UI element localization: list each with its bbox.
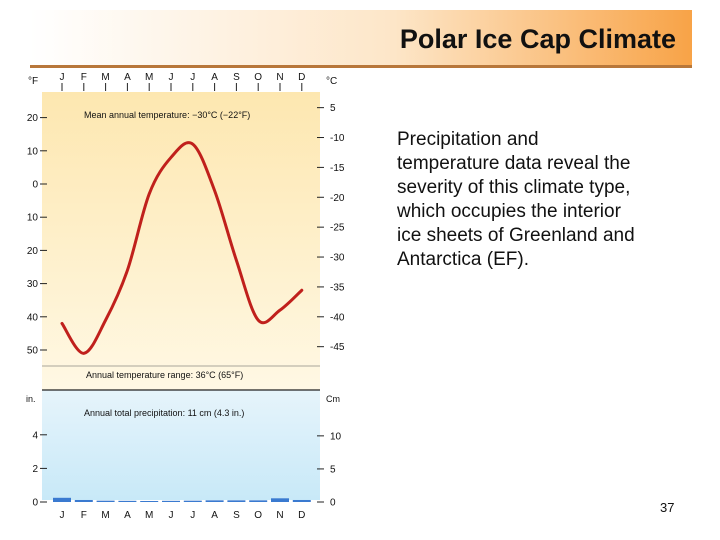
- month-label-bottom: A: [211, 510, 218, 521]
- precipitation-bar: [118, 500, 137, 502]
- month-label-bottom: S: [233, 510, 240, 521]
- precipitation-right-tick-label: 5: [330, 464, 336, 475]
- temperature-left-tick-label: 10: [27, 146, 39, 157]
- temperature-right-tick-label: -35: [330, 282, 345, 293]
- temperature-right-tick-label: -40: [330, 312, 345, 323]
- month-labels: J J F F M M A A M M J J J J A A S S O O N N D D: [60, 72, 306, 521]
- precipitation-bar: [227, 500, 246, 502]
- temperature-left-tick-label: 40: [27, 312, 39, 323]
- month-label-bottom: D: [298, 510, 305, 521]
- precipitation-bar: [140, 500, 159, 502]
- precipitation-bar: [205, 500, 224, 502]
- precipitation-bar: [74, 499, 93, 502]
- temperature-left-tick-label: 20: [27, 246, 39, 257]
- precipitation-panel-bg: [42, 390, 320, 500]
- description-text: Precipitation and temperature data revea…: [397, 129, 635, 270]
- precipitation-bar: [53, 497, 71, 502]
- temperature-right-tick-label: -45: [330, 342, 345, 353]
- temperature-left-tick-label: 50: [27, 346, 39, 357]
- month-label-top: J: [190, 72, 195, 83]
- temperature-unit-left: °F: [28, 76, 38, 87]
- precipitation-unit-right: Cm: [326, 394, 340, 404]
- month-label-top: M: [101, 72, 109, 83]
- temperature-axis-left: 20 10 0 10 20 30 40 50: [27, 113, 47, 357]
- precipitation-right-tick-label: 10: [330, 431, 342, 442]
- temperature-right-tick-label: -10: [330, 133, 345, 144]
- precipitation-bar: [162, 500, 180, 502]
- month-label-top: M: [145, 72, 153, 83]
- annual-precipitation-label: Annual total precipitation: 11 cm (4.3 i…: [84, 408, 244, 418]
- page-number: 37: [660, 500, 675, 515]
- month-label-top: J: [60, 72, 65, 83]
- precipitation-left-tick-label: 4: [32, 430, 38, 441]
- temperature-right-tick-label: -15: [330, 163, 345, 174]
- month-label-top: S: [233, 72, 240, 83]
- temperature-left-tick-label: 30: [27, 279, 39, 290]
- temperature-unit-right: °C: [326, 76, 337, 87]
- annual-temperature-range-label: Annual temperature range: 36°C (65°F): [86, 370, 243, 380]
- precipitation-unit-left: in.: [26, 394, 36, 404]
- precipitation-bar: [96, 500, 115, 502]
- temperature-panel-bg: [42, 92, 320, 390]
- temperature-right-tick-label: 5: [330, 103, 336, 114]
- precipitation-bar: [183, 500, 202, 502]
- month-label-bottom: N: [276, 510, 283, 521]
- month-label-top: F: [81, 72, 87, 83]
- temperature-left-tick-label: 20: [27, 113, 39, 124]
- precipitation-bar: [292, 499, 311, 502]
- precipitation-bar: [271, 498, 289, 502]
- month-label-top: D: [298, 72, 305, 83]
- temperature-axis-right: 5 -10 -15 -20 -25 -30 -35 -40 -45: [317, 103, 345, 353]
- mean-annual-temperature-label: Mean annual temperature: −30°C (−22°F): [84, 110, 250, 120]
- month-label-top: A: [211, 72, 218, 83]
- temperature-series-line: [60, 141, 304, 355]
- month-label-top: A: [124, 72, 131, 83]
- month-label-bottom: O: [254, 510, 262, 521]
- precipitation-bar: [249, 500, 268, 502]
- precipitation-axis-left: 4 2 0: [32, 430, 47, 509]
- temperature-right-tick-label: -20: [330, 193, 345, 204]
- temperature-left-tick-label: 10: [27, 213, 39, 224]
- precipitation-right-tick-label: 0: [330, 498, 336, 509]
- slide-title: Polar Ice Cap Climate: [399, 24, 676, 54]
- precipitation-left-tick-label: 2: [32, 464, 38, 475]
- month-label-bottom: J: [190, 510, 195, 521]
- temperature-right-tick-label: -30: [330, 253, 345, 264]
- month-label-bottom: F: [81, 510, 87, 521]
- temperature-right-tick-label: -25: [330, 223, 345, 234]
- month-label-bottom: M: [145, 510, 153, 521]
- month-label-top: J: [169, 72, 174, 83]
- title-bar: Polar Ice Cap Climate: [30, 10, 692, 68]
- month-label-bottom: A: [124, 510, 131, 521]
- month-label-top: N: [276, 72, 283, 83]
- month-label-bottom: J: [169, 510, 174, 521]
- month-label-top: O: [254, 72, 262, 83]
- precipitation-axis-right: 10 5 0: [317, 431, 342, 509]
- month-label-bottom: M: [101, 510, 109, 521]
- month-label-bottom: J: [60, 510, 65, 521]
- temperature-left-tick-label: 0: [32, 180, 38, 191]
- precipitation-left-tick-label: 0: [32, 498, 38, 509]
- precipitation-bars: [53, 497, 311, 502]
